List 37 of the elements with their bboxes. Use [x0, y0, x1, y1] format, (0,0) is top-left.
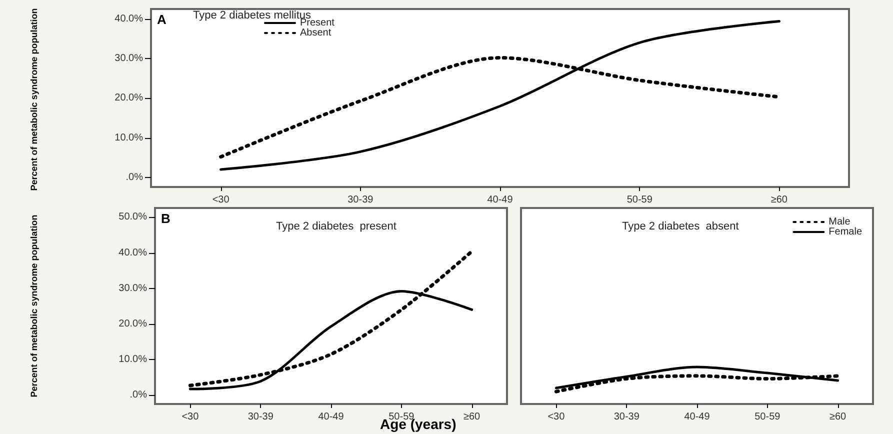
x-tick-label: 40-49 — [684, 412, 710, 422]
y-tick-label: 30.0% — [118, 282, 148, 294]
line-series — [220, 20, 780, 171]
x-tick-label: ≥60 — [463, 412, 481, 422]
x-tick-label: 30-39 — [348, 194, 374, 206]
y-tick-label: 10.0% — [114, 132, 144, 144]
y-tick-label: 30.0% — [114, 53, 144, 64]
y-tick-label: 10.0% — [118, 354, 148, 366]
legend-label: Present — [300, 18, 335, 28]
x-tick-label: ≥60 — [829, 412, 847, 422]
text: Type 2 diabetes absent — [622, 220, 739, 232]
y-tick-label: 40.0% — [118, 247, 148, 258]
y-tick-label: 20.0% — [114, 92, 144, 104]
y-tick-label: 40.0% — [114, 13, 144, 24]
annotation: A — [157, 12, 167, 27]
x-tick-label: 30-39 — [614, 412, 640, 422]
y-tick-label: 50.0% — [118, 212, 148, 223]
legend-label: Male — [828, 216, 851, 228]
line-series — [188, 250, 474, 388]
x-tick-label: 40-49 — [487, 194, 514, 206]
x-tick-label: 30-39 — [248, 412, 274, 422]
x-tick-label: <30 — [212, 194, 230, 206]
y-tick-label: 20.0% — [118, 318, 148, 330]
y-tick-label: .0% — [130, 390, 148, 401]
x-tick-label: 40-49 — [318, 412, 344, 422]
legend-label: Absent — [300, 28, 332, 38]
y-axis-title: Percent of metabolic syndrome population — [29, 214, 39, 398]
y-tick-label: .0% — [126, 172, 144, 183]
x-tick-label: <30 — [548, 412, 566, 422]
text: Type 2 diabetes present — [276, 220, 396, 232]
legend-label: Female — [828, 226, 862, 238]
x-tick-label: 50-59 — [754, 412, 781, 422]
y-axis-title: Percent of metabolic syndrome population — [29, 8, 39, 191]
x-tick-label: <30 — [182, 412, 200, 422]
x-tick-label: ≥60 — [770, 194, 788, 206]
annotation: B — [161, 211, 170, 226]
x-tick-label: 50-59 — [626, 194, 653, 206]
